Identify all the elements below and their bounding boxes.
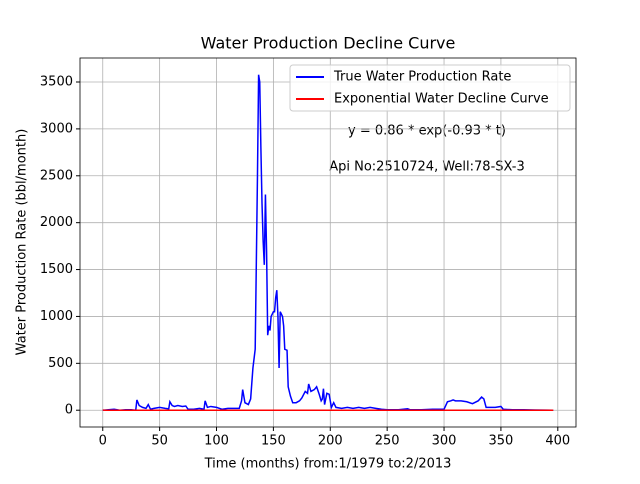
x-tick-label: 200: [318, 434, 343, 449]
x-tick-label: 400: [545, 434, 570, 449]
x-axis-label: Time (months) from:1/1979 to:2/2013: [204, 457, 452, 472]
x-tick-label: 350: [489, 434, 514, 449]
y-axis-label: Water Production Rate (bbl/month): [15, 129, 30, 356]
legend-label: Exponential Water Decline Curve: [334, 92, 549, 107]
x-tick-label: 150: [261, 434, 286, 449]
y-tick-label: 500: [48, 356, 73, 371]
x-tick-label: 250: [375, 434, 400, 449]
y-tick-label: 3000: [40, 121, 73, 136]
y-tick-label: 1000: [40, 309, 73, 324]
annotation: y = 0.86 * exp(-0.93 * t): [348, 124, 506, 139]
y-tick-label: 3500: [40, 75, 73, 90]
x-tick-label: 0: [99, 434, 107, 449]
x-tick-label: 100: [204, 434, 229, 449]
x-tick-label: 300: [432, 434, 457, 449]
y-tick-label: 0: [65, 403, 73, 418]
annotation: Api No:2510724, Well:78-SX-3: [329, 160, 525, 175]
x-tick-label: 50: [151, 434, 168, 449]
chart-title: Water Production Decline Curve: [201, 34, 456, 53]
y-tick-label: 2000: [40, 215, 73, 230]
legend-label: True Water Production Rate: [333, 70, 511, 85]
y-tick-label: 1500: [40, 262, 73, 277]
y-tick-label: 2500: [40, 168, 73, 183]
